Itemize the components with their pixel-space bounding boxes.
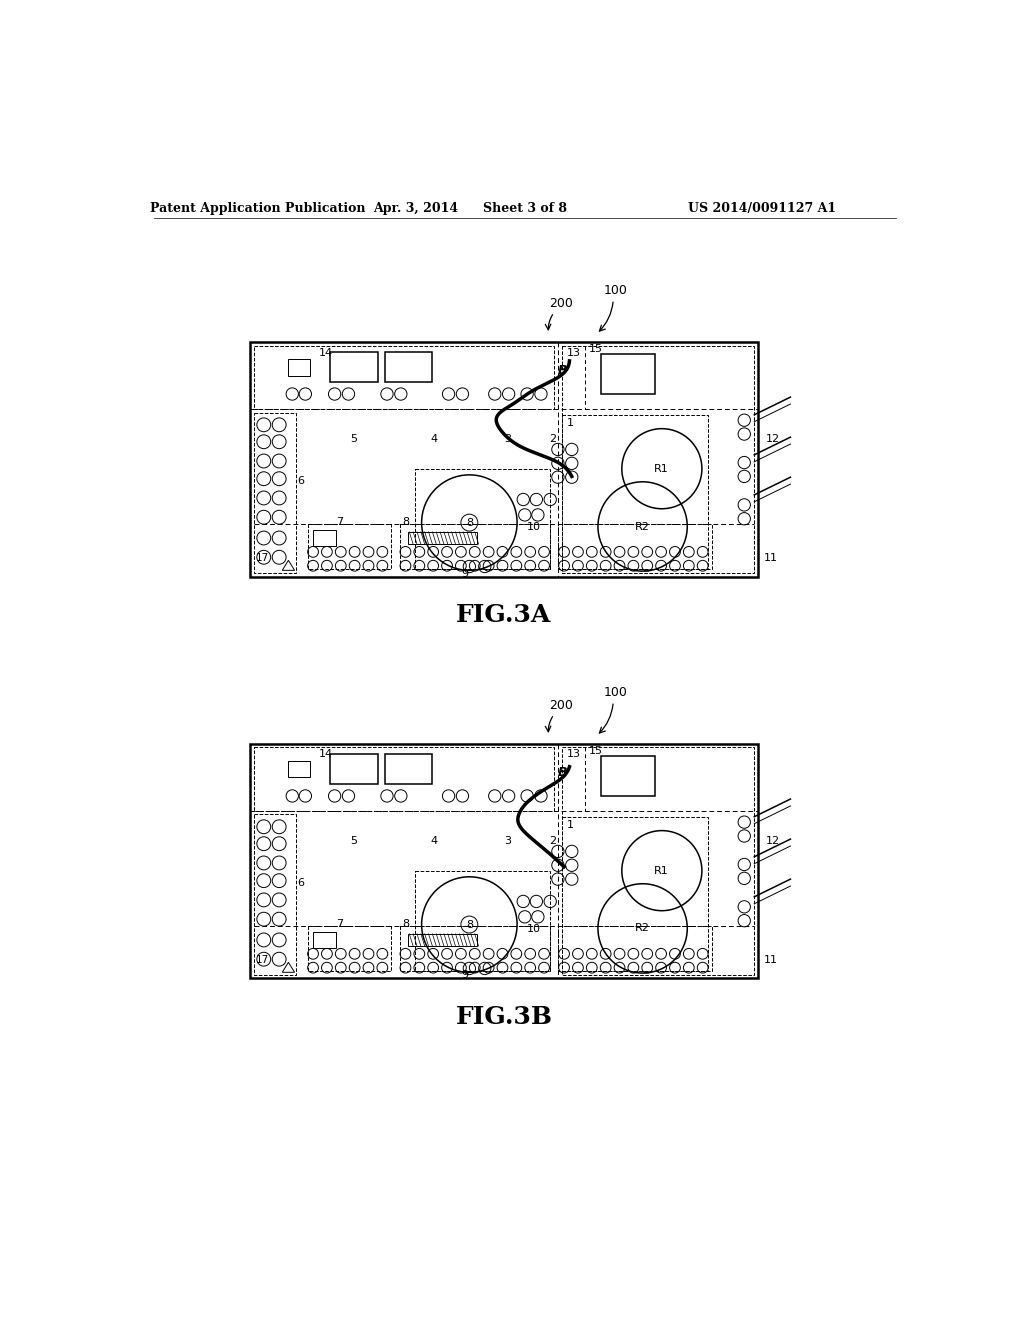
Text: Sheet 3 of 8: Sheet 3 of 8 bbox=[482, 202, 567, 215]
Bar bbox=[330, 755, 378, 784]
Text: 8: 8 bbox=[466, 920, 473, 929]
Text: FIG.3B: FIG.3B bbox=[456, 1005, 553, 1030]
Bar bbox=[562, 747, 755, 974]
Text: 4: 4 bbox=[431, 434, 438, 444]
Text: R2: R2 bbox=[635, 924, 650, 933]
Text: 8: 8 bbox=[466, 517, 473, 528]
Text: 1: 1 bbox=[567, 820, 574, 830]
Bar bbox=[400, 927, 550, 970]
Bar bbox=[254, 747, 554, 810]
Bar bbox=[289, 760, 310, 777]
Text: 13: 13 bbox=[567, 347, 582, 358]
Bar bbox=[385, 755, 432, 784]
Text: 17: 17 bbox=[256, 956, 269, 965]
Bar bbox=[313, 531, 336, 545]
Text: 6: 6 bbox=[298, 477, 305, 486]
Bar bbox=[558, 927, 712, 970]
Text: B: B bbox=[558, 364, 567, 378]
Text: 12: 12 bbox=[766, 836, 780, 846]
Bar bbox=[307, 524, 391, 569]
Text: 7: 7 bbox=[336, 517, 343, 527]
Bar bbox=[313, 932, 336, 948]
Text: 100: 100 bbox=[604, 284, 628, 297]
Text: 12: 12 bbox=[766, 434, 780, 444]
Text: 4: 4 bbox=[431, 836, 438, 846]
Bar bbox=[408, 933, 477, 946]
Text: 15: 15 bbox=[589, 345, 603, 355]
Text: 10: 10 bbox=[527, 523, 541, 532]
Bar bbox=[562, 414, 708, 569]
Bar bbox=[562, 346, 755, 573]
Bar bbox=[330, 352, 378, 381]
Text: 200: 200 bbox=[549, 700, 572, 711]
Text: 200: 200 bbox=[549, 297, 572, 310]
Text: 11: 11 bbox=[764, 553, 778, 564]
Text: R1: R1 bbox=[654, 463, 669, 474]
Text: 9: 9 bbox=[462, 970, 469, 981]
Bar bbox=[601, 354, 655, 393]
Text: 11: 11 bbox=[764, 956, 778, 965]
Bar bbox=[416, 469, 550, 569]
Bar bbox=[601, 756, 655, 796]
Text: R1: R1 bbox=[654, 866, 669, 875]
Text: 17: 17 bbox=[256, 553, 269, 564]
Text: 14: 14 bbox=[319, 347, 334, 358]
Text: 3: 3 bbox=[504, 434, 511, 444]
Text: 15: 15 bbox=[589, 746, 603, 756]
Bar bbox=[289, 359, 310, 376]
Text: B: B bbox=[558, 766, 567, 779]
Bar bbox=[558, 524, 712, 569]
Bar bbox=[562, 817, 708, 970]
Bar bbox=[385, 352, 432, 381]
Text: 100: 100 bbox=[604, 686, 628, 698]
Text: 13: 13 bbox=[567, 750, 582, 759]
Bar bbox=[250, 342, 758, 577]
Text: 14: 14 bbox=[319, 750, 334, 759]
Text: 10: 10 bbox=[527, 924, 541, 935]
Text: 2: 2 bbox=[549, 434, 556, 444]
Text: Patent Application Publication: Patent Application Publication bbox=[150, 202, 366, 215]
Bar bbox=[408, 532, 477, 544]
Text: 8: 8 bbox=[402, 517, 410, 527]
Text: 6: 6 bbox=[298, 878, 305, 888]
Text: 8: 8 bbox=[402, 919, 410, 929]
Bar bbox=[254, 346, 554, 409]
Text: 2: 2 bbox=[549, 836, 556, 846]
Text: 5: 5 bbox=[350, 836, 357, 846]
Bar bbox=[254, 814, 296, 974]
Text: 7: 7 bbox=[336, 919, 343, 929]
Text: 3: 3 bbox=[504, 836, 511, 846]
Bar bbox=[250, 743, 758, 978]
Text: 1: 1 bbox=[567, 418, 574, 429]
Bar bbox=[400, 524, 550, 569]
Text: US 2014/0091127 A1: US 2014/0091127 A1 bbox=[688, 202, 836, 215]
Bar bbox=[307, 927, 391, 970]
Text: 5: 5 bbox=[350, 434, 357, 444]
Text: Apr. 3, 2014: Apr. 3, 2014 bbox=[373, 202, 458, 215]
Bar bbox=[254, 412, 296, 573]
Text: FIG.3A: FIG.3A bbox=[457, 603, 552, 627]
Bar bbox=[416, 871, 550, 970]
Text: R2: R2 bbox=[635, 521, 650, 532]
Text: 9: 9 bbox=[462, 569, 469, 578]
